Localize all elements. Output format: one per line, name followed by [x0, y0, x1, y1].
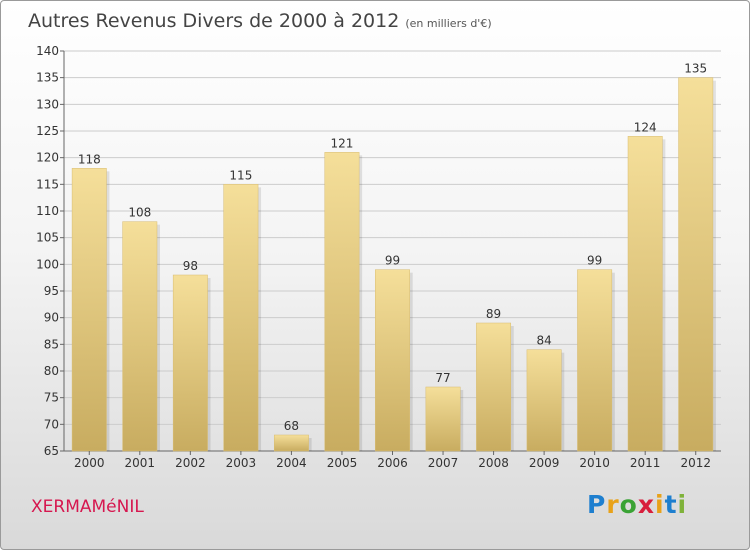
logo-letter: i [677, 490, 688, 519]
x-tick-label: 2000 [74, 456, 105, 470]
y-tick-label: 75 [44, 391, 59, 405]
bar [223, 184, 259, 452]
bar [577, 269, 613, 452]
y-tick-label: 105 [36, 231, 59, 245]
bar-value-label: 84 [536, 334, 551, 348]
bar-value-label: 108 [128, 206, 151, 220]
bar [526, 349, 562, 452]
logo-letter: P [587, 490, 607, 519]
bar [324, 152, 360, 452]
y-tick-label: 90 [44, 311, 59, 325]
bar [273, 434, 309, 452]
bar [678, 77, 714, 452]
bar-value-label: 124 [634, 120, 657, 134]
bar-value-label: 89 [486, 307, 501, 321]
y-tick-label: 80 [44, 364, 59, 378]
x-tick-label: 2004 [276, 456, 307, 470]
logo-letter: x [637, 490, 655, 519]
x-tick-label: 2012 [680, 456, 711, 470]
commune-name: XERMAMéNIL [31, 497, 144, 517]
y-tick-label: 65 [44, 444, 59, 458]
bar-value-label: 77 [435, 371, 450, 385]
chart-title: Autres Revenus Divers de 2000 à 2012 (en … [28, 10, 492, 32]
bar-value-label: 135 [684, 62, 707, 76]
y-tick-label: 135 [36, 71, 59, 85]
bar-value-label: 121 [331, 136, 354, 150]
y-tick-label: 115 [36, 177, 59, 191]
y-tick-label: 70 [44, 417, 59, 431]
x-tick-label: 2011 [630, 456, 661, 470]
x-tick-label: 2003 [226, 456, 257, 470]
bar-value-label: 68 [284, 419, 299, 433]
bar [375, 269, 410, 452]
bar-value-label: 118 [78, 152, 101, 166]
proxiti-logo: Proxiti [587, 490, 687, 519]
x-tick-label: 2009 [529, 456, 560, 470]
bar [172, 274, 208, 452]
bar [71, 168, 107, 452]
y-tick-label: 125 [36, 124, 59, 138]
bar-value-label: 99 [587, 254, 602, 268]
x-tick-label: 2001 [125, 456, 156, 470]
y-tick-label: 140 [36, 44, 59, 58]
x-tick-label: 2008 [478, 456, 509, 470]
x-tick-label: 2002 [175, 456, 206, 470]
y-tick-label: 85 [44, 337, 59, 351]
title-text: Autres Revenus Divers de 2000 à 2012 [28, 10, 400, 32]
bar [627, 136, 663, 452]
logo-letter: t [664, 490, 678, 519]
x-tick-label: 2006 [377, 456, 408, 470]
y-tick-label: 120 [36, 151, 59, 165]
bar [425, 386, 461, 452]
bar-value-label: 99 [385, 254, 400, 268]
logo-letter: r [606, 490, 620, 519]
x-tick-label: 2010 [579, 456, 610, 470]
y-tick-label: 100 [36, 257, 59, 271]
y-tick-label: 95 [44, 284, 59, 298]
logo-letter: i [655, 490, 665, 519]
x-tick-label: 2007 [428, 456, 459, 470]
x-tick-label: 2005 [327, 456, 358, 470]
bar-value-label: 115 [229, 168, 252, 182]
bar-value-label: 98 [183, 259, 198, 273]
y-tick-label: 130 [36, 97, 59, 111]
y-tick-label: 110 [36, 204, 59, 218]
bar [122, 221, 158, 452]
bar [476, 322, 512, 452]
logo-letter: o [619, 490, 638, 519]
unit-label: (en milliers d'€) [405, 17, 492, 30]
